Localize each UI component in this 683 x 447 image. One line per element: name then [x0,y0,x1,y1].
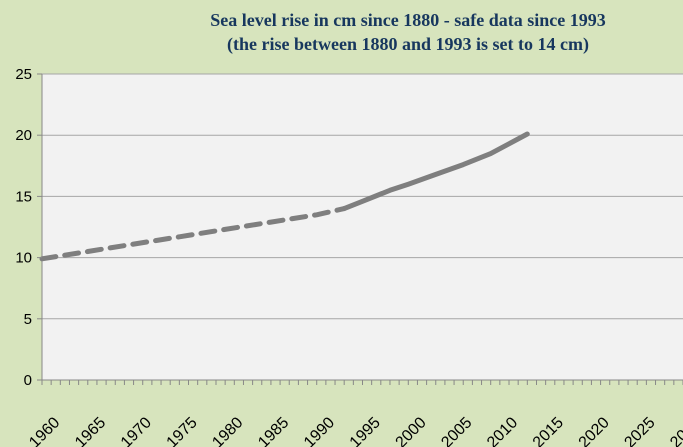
plot-area [42,74,683,380]
x-tick-label: 1975 [164,414,201,447]
x-tick-label: 1970 [118,414,155,447]
x-axis-ticks: 1960 1965 1970 1975 1980 1985 1990 1995 2000 2005… [26,380,683,447]
x-tick-label: 2010 [484,414,521,447]
x-tick-label: 1960 [26,414,63,447]
y-tick-label: 25 [15,66,32,83]
x-tick-label: 2000 [393,414,430,447]
chart-title-line-1: Sea level rise in cm since 1880 - safe d… [210,10,605,30]
x-tick-label: 2020 [576,414,613,447]
y-tick-label: 10 [15,250,32,267]
chart-title-line-2: (the rise between 1880 and 1993 is set t… [227,34,589,55]
series-line-solid [341,131,530,212]
y-tick-label: 0 [24,372,32,389]
x-tick-label: 2005 [438,414,475,447]
x-tick-label: 2015 [530,414,567,447]
y-axis-ticks: 0 5 10 15 20 25 [15,66,42,389]
gridlines [42,73,683,320]
series-line-dashed [39,206,347,262]
x-tick-label: 1980 [209,414,246,447]
x-tick-label: 2025 [621,414,658,447]
x-tick-label: 2030 [667,414,683,447]
x-tick-label: 1965 [72,414,109,447]
x-tick-label: 1990 [301,414,338,447]
x-tick-label: 1985 [255,414,292,447]
x-tick-label: 1995 [347,414,384,447]
y-tick-label: 5 [24,311,32,328]
y-tick-label: 15 [15,188,32,205]
series-lines [39,131,530,262]
y-tick-label: 20 [15,127,32,144]
